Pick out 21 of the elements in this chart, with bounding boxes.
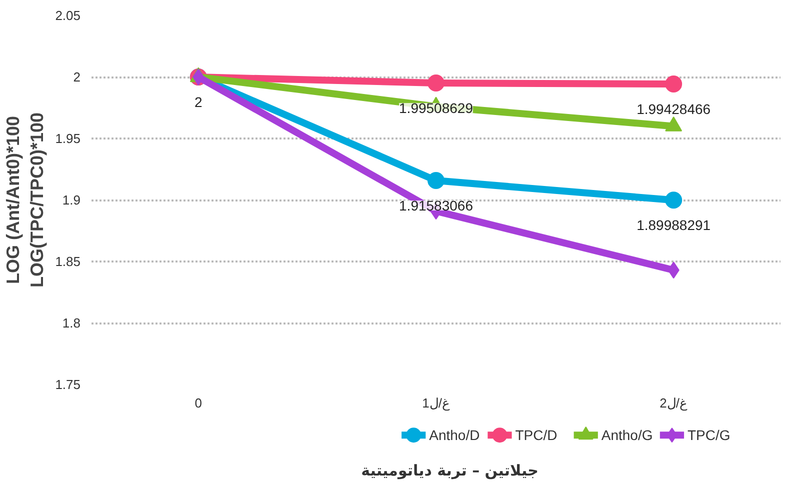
data-label: 1.89988291 <box>636 217 711 234</box>
y-tick-label: 2.05 <box>55 8 81 23</box>
data-label: 2 <box>194 94 203 110</box>
y-tick-label: 1.85 <box>55 254 81 269</box>
data-label: 1.91583066 <box>399 198 474 214</box>
legend-label: TPC/G <box>687 427 730 444</box>
data-label: 1.99508629 <box>399 100 474 116</box>
legend-label: TPC/D <box>515 427 558 444</box>
legend-label: Antho/G <box>601 427 653 444</box>
y-tick-label: 1.95 <box>55 131 81 146</box>
y-tick-label: 1.75 <box>55 377 81 392</box>
y-tick-label: 2 <box>73 70 81 84</box>
y-axis-title: LOG (Ant/Ant0)*100 LOG(TPC/TPC0)*100 <box>3 112 48 288</box>
x-axis-title: جيلاتين – تربة دياتوميتية <box>361 462 538 480</box>
x-tick-label: 1غ/ل <box>422 396 450 412</box>
x-tick-label: 2غ/ل <box>660 396 688 412</box>
y-tick-label: 1.8 <box>62 316 81 330</box>
x-tick-label: 0 <box>194 396 202 410</box>
y-tick-label: 1.9 <box>62 192 81 208</box>
legend-label: Antho/D <box>429 427 480 444</box>
data-label: 1.99428466 <box>636 101 711 118</box>
